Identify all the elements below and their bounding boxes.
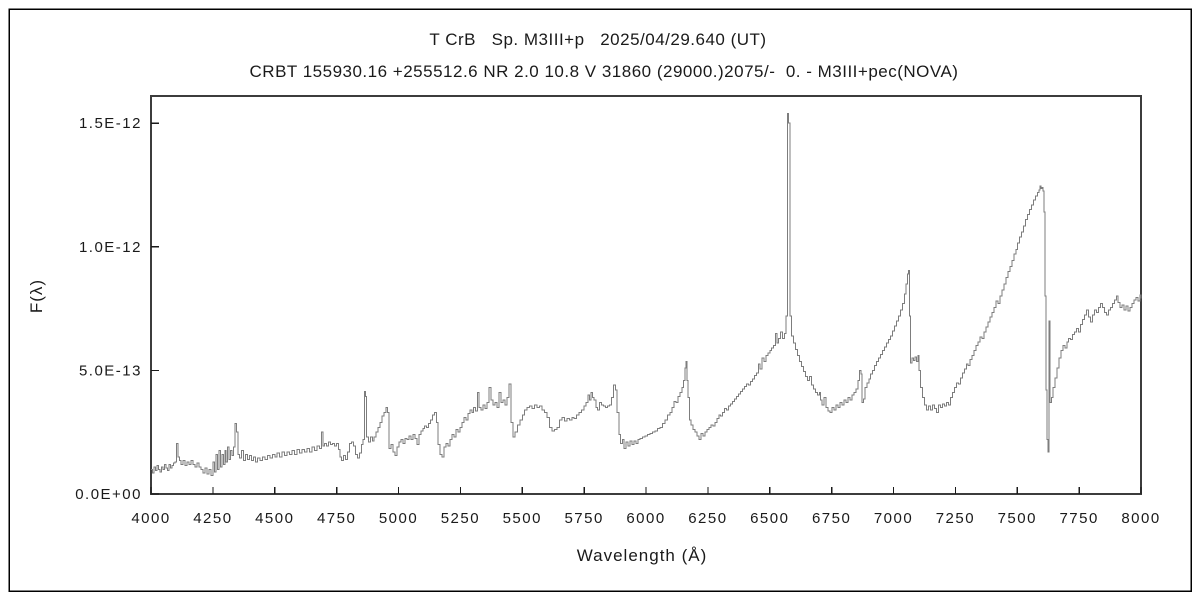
x-tick-label: 6000 bbox=[626, 510, 665, 527]
x-tick-label: 5750 bbox=[564, 510, 603, 527]
plot-frame bbox=[150, 95, 1142, 495]
x-tick-label: 7750 bbox=[1059, 510, 1098, 527]
y-tick-label: 5.0E-13 bbox=[79, 362, 142, 379]
y-tick-label: 1.0E-12 bbox=[79, 239, 142, 256]
x-tick-label: 4250 bbox=[193, 510, 232, 527]
y-tick-label: 0.0E+00 bbox=[75, 486, 142, 503]
chart-subtitle: CRBT 155930.16 +255512.6 NR 2.0 10.8 V 3… bbox=[250, 62, 959, 81]
x-axis-tick-labels: 4000 4250 4500 4750 5000 5250 5500 5750 6000 6250… bbox=[131, 510, 1160, 527]
x-axis-label: Wavelength (Å) bbox=[577, 546, 708, 565]
outer-border bbox=[8, 8, 1192, 592]
spectrum-line bbox=[151, 112, 1142, 476]
y-axis-ticks bbox=[151, 122, 159, 495]
x-tick-label: 4500 bbox=[255, 510, 294, 527]
x-tick-label: 8000 bbox=[1121, 510, 1160, 527]
x-tick-label: 6250 bbox=[688, 510, 727, 527]
x-tick-label: 7000 bbox=[874, 510, 913, 527]
x-tick-label: 5500 bbox=[503, 510, 542, 527]
y-axis-label: F(λ) bbox=[27, 279, 46, 313]
chart-title: T CrB Sp. M3III+p 2025/04/29.640 (UT) bbox=[429, 30, 766, 49]
x-tick-label: 4750 bbox=[317, 510, 356, 527]
y-axis-tick-labels: 0.0E+00 5.0E-13 1.0E-12 1.5E-12 bbox=[75, 115, 142, 503]
x-tick-label: 6500 bbox=[750, 510, 789, 527]
x-tick-label: 6750 bbox=[812, 510, 851, 527]
y-tick-label: 1.5E-12 bbox=[79, 115, 142, 132]
x-axis-ticks bbox=[150, 487, 1142, 494]
x-tick-label: 7500 bbox=[998, 510, 1037, 527]
x-tick-label: 7250 bbox=[936, 510, 975, 527]
x-tick-label: 4000 bbox=[131, 510, 170, 527]
x-tick-label: 5000 bbox=[379, 510, 418, 527]
x-tick-label: 5250 bbox=[441, 510, 480, 527]
